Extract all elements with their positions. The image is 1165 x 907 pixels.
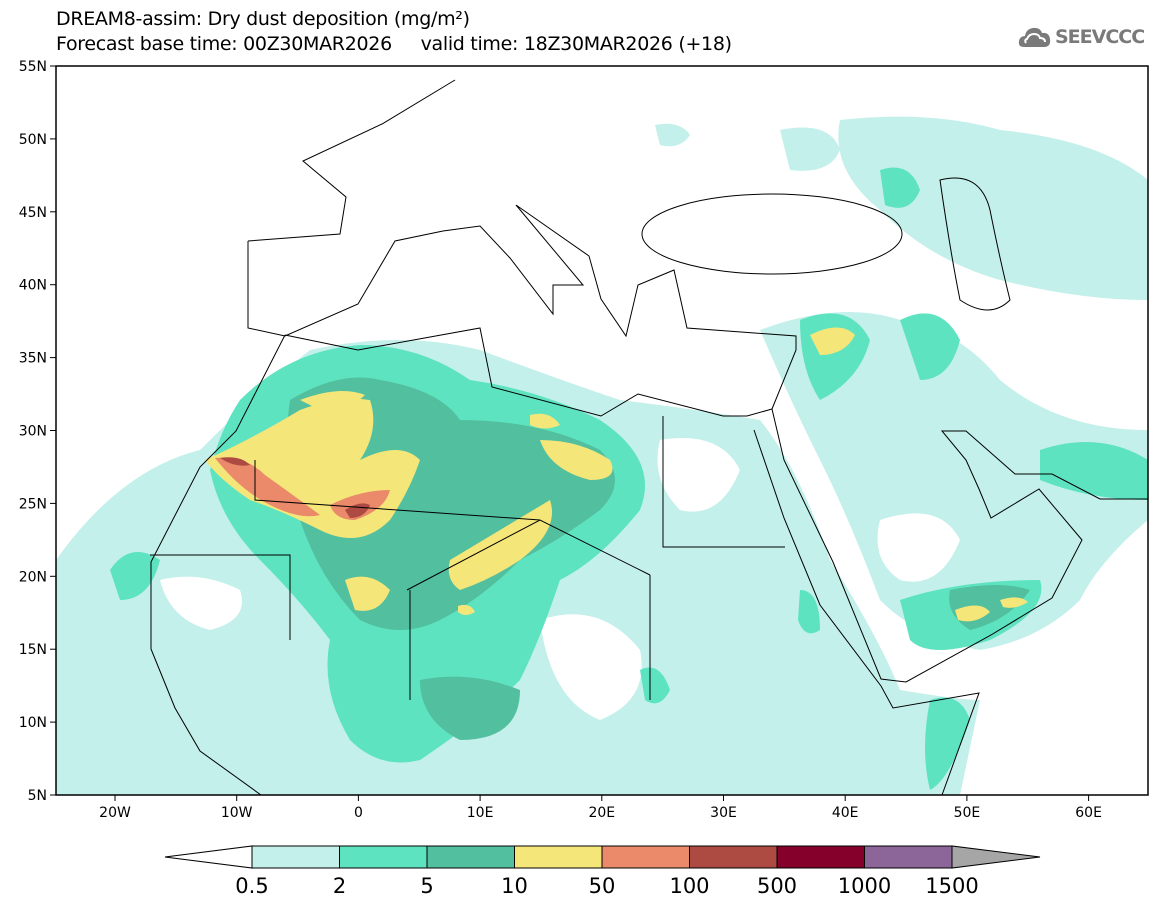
valid-time: valid time: 18Z30MAR2026 (+18) [420, 33, 733, 55]
colorbar-swatch [426, 845, 515, 869]
logo-text: SEEVCCC [1055, 26, 1145, 48]
colorbar-label: 50 [589, 874, 616, 898]
colorbar-over-arrow [951, 845, 1041, 869]
lat-label: 20N [19, 569, 47, 585]
seevccc-logo: SEEVCCC [1018, 25, 1145, 49]
colorbar-swatch [251, 845, 340, 869]
lon-label: 0 [354, 805, 363, 821]
lon-label: 50E [954, 805, 981, 821]
lon-label: 20E [588, 805, 615, 821]
colorbar: 0.5 2 5 10 50 100 500 1000 1500 [164, 845, 1041, 898]
lat-label: 10N [19, 715, 47, 731]
lat-label: 35N [19, 351, 47, 367]
lat-label: 15N [19, 642, 47, 658]
lon-label: 10E [467, 805, 494, 821]
colorbar-label: 5 [420, 874, 433, 898]
colorbar-swatch [601, 845, 690, 869]
colorbar-label: 100 [669, 874, 709, 898]
colorbar-label: 500 [757, 874, 797, 898]
forecast-times: Forecast base time: 00Z30MAR2026 valid t… [56, 33, 732, 55]
lat-label: 55N [19, 59, 47, 75]
colorbar-swatch [689, 845, 778, 869]
colorbar-swatch [339, 845, 428, 869]
dust-field [56, 116, 1148, 795]
lat-label: 5N [28, 788, 47, 804]
lat-label: 40N [19, 278, 47, 294]
colorbar-label: 2 [333, 874, 346, 898]
colorbar-swatch [864, 845, 953, 869]
lat-label: 25N [19, 496, 47, 512]
lon-label: 40E [832, 805, 859, 821]
lon-label: 60E [1075, 805, 1102, 821]
lon-label: 30E [710, 805, 737, 821]
colorbar-label: 1000 [838, 874, 891, 898]
cloud-icon [1018, 27, 1051, 47]
colorbar-under-arrow [164, 845, 253, 869]
lon-label: 20W [99, 805, 131, 821]
colorbar-label: 1500 [925, 874, 978, 898]
longitude-axis: 20W 10W 0 10E 20E 30E 40E 50E 60E [99, 795, 1102, 821]
lat-label: 45N [19, 205, 47, 221]
lat-label: 50N [19, 132, 47, 148]
map-title: DREAM8-assim: Dry dust deposition (mg/m²… [56, 8, 470, 30]
lon-label: 10W [221, 805, 253, 821]
colorbar-label: 0.5 [235, 874, 268, 898]
latitude-axis: 55N 50N 45N 40N 35N 30N 25N 20N 15N 10N 5N [19, 59, 56, 804]
coastlines [150, 79, 1148, 795]
base-time: Forecast base time: 00Z30MAR2026 [56, 33, 392, 55]
colorbar-swatch [776, 845, 865, 869]
colorbar-swatch [514, 845, 603, 869]
colorbar-label: 10 [501, 874, 528, 898]
lat-label: 30N [19, 424, 47, 440]
